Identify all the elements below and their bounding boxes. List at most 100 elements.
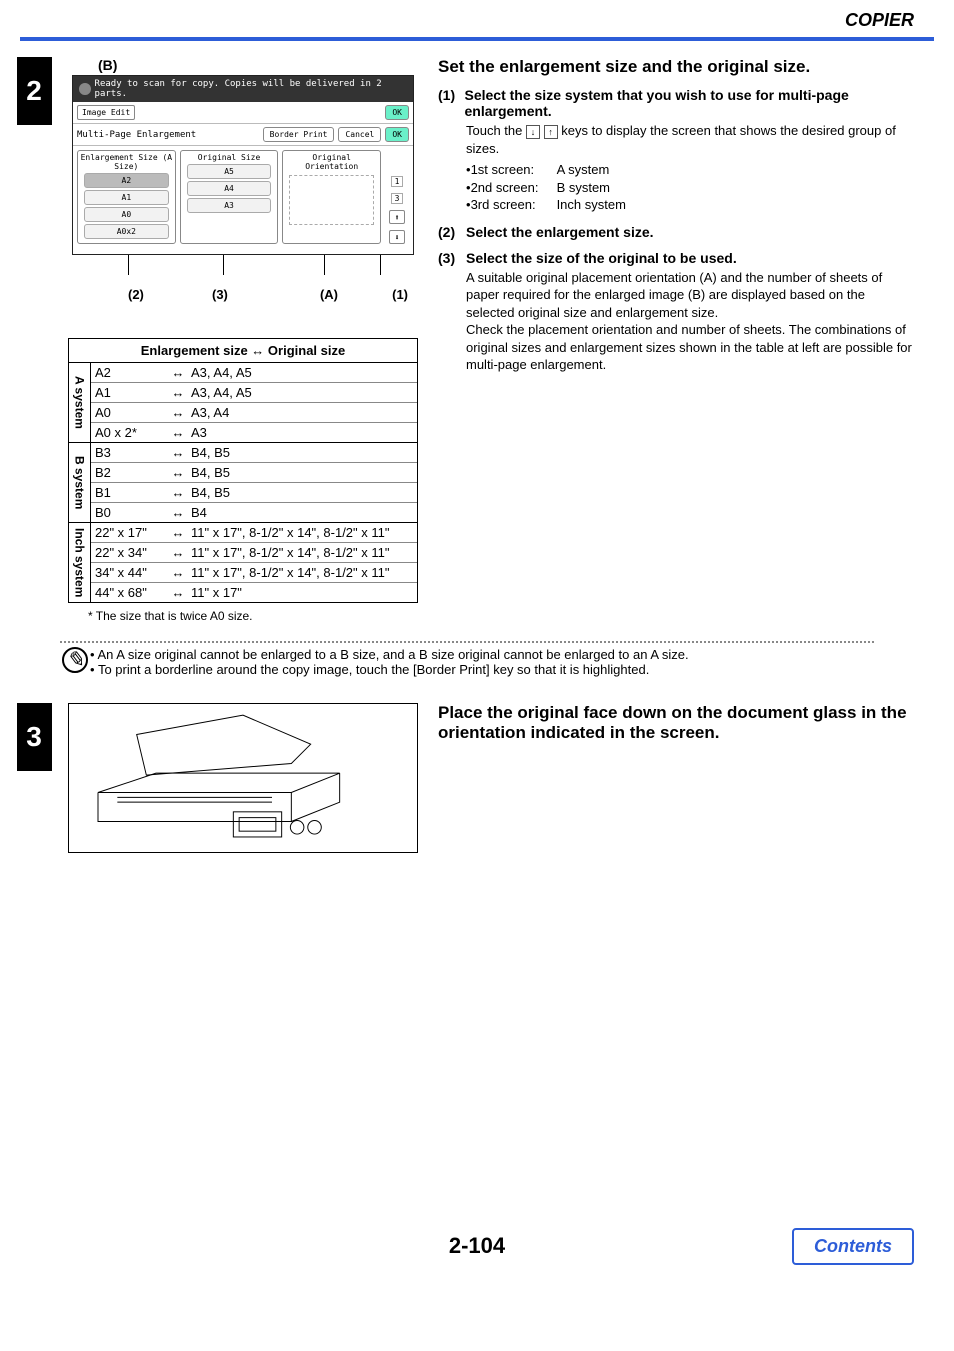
callout-1: (1) [392,287,408,302]
page-number: 2-104 [449,1233,505,1259]
bidirectional-arrow-icon: ↔ [165,585,191,600]
status-icon [79,83,91,95]
substep-1: (1) Select the size system that you wish… [438,87,914,214]
page-ind-top: 1 [391,176,403,187]
size-a0[interactable]: A0 [84,207,169,222]
size-row: 22" x 34"↔11" x 17", 8-1/2" x 14", 8-1/2… [91,542,417,562]
bidirectional-arrow-icon: ↔ [165,565,191,580]
section-title: COPIER [845,10,914,31]
size-row: 34" x 44"↔11" x 17", 8-1/2" x 14", 8-1/2… [91,562,417,582]
substep-2: (2) Select the enlargement size. [438,224,914,240]
lcd-status-text: Ready to scan for copy. Copies will be d… [95,79,407,99]
bidirectional-arrow-icon: ↔ [165,505,191,520]
ok-button-2[interactable]: OK [385,127,409,142]
orig-a3[interactable]: A3 [187,198,272,213]
size-table: Enlargement size ↔ Original size A syste… [68,338,418,603]
size-group: B systemB3↔B4, B5B2↔B4, B5B1↔B4, B5B0↔B4 [69,442,417,522]
lcd-row-2: Multi-Page Enlargement Border Print Canc… [73,124,413,146]
arrow-down[interactable]: ⬇ [389,230,405,244]
screen-list-item: 3rd screen:Inch system [466,196,914,214]
copier-illustration [68,703,418,853]
page-header: COPIER [0,0,954,37]
size-row: B1↔B4, B5 [91,482,417,502]
page-ind-bot: 3 [391,193,403,204]
step2-heading: Set the enlargement size and the origina… [438,57,914,77]
cancel-button[interactable]: Cancel [338,127,381,142]
substep-3-num: (3) [438,250,466,266]
lcd-panel: Enlargement Size (A Size) A2 A1 A0 A0x2 … [73,146,413,254]
size-a0x2[interactable]: A0x2 [84,224,169,239]
bidirectional-arrow-icon: ↔ [165,525,191,540]
screen-title: Multi-Page Enlargement [77,130,196,140]
page-footer: 2-104 Contents [0,1233,954,1279]
original-size-col: Original Size A5 A4 A3 [180,150,279,244]
bidirectional-arrow-icon: ↔ [165,545,191,560]
size-row: A0 x 2*↔A3 [91,422,417,442]
bidirectional-arrow-icon: ↔ [165,385,191,400]
step-3-number-box: 3 [0,703,68,853]
size-row: B0↔B4 [91,502,417,522]
note-item: To print a borderline around the copy im… [90,662,689,677]
lcd-row-1: Image Edit OK [73,102,413,124]
down-key-icon: ↓ [526,125,540,139]
step-number: 2 [17,57,52,125]
callout-2: (2) [128,287,144,302]
size-group-label: B system [69,443,91,522]
substep-3-body: A suitable original placement orientatio… [438,269,914,374]
size-a1[interactable]: A1 [84,190,169,205]
note-icon: ✎ [62,647,90,677]
substep-3: (3) Select the size of the original to b… [438,250,914,374]
bidirectional-arrow-icon: ↔ [165,465,191,480]
screen-list-item: 2nd screen:B system [466,179,914,197]
contents-button[interactable]: Contents [792,1228,914,1265]
orig-a4[interactable]: A4 [187,181,272,196]
dashed-separator [60,641,874,643]
size-group-label: A system [69,363,91,442]
size-row: 44" x 68"↔11" x 17" [91,582,417,602]
note-item: An A size original cannot be enlarged to… [90,647,689,662]
page-arrows: 1 3 ⬆ ⬇ [385,150,409,244]
size-table-header: Enlargement size ↔ Original size [69,339,417,363]
screen-list-item: 1st screen:A system [466,161,914,179]
substep-2-num: (2) [438,224,466,240]
step-number: 3 [17,703,52,771]
step-2-number-box: 2 [0,57,68,623]
step3-heading: Place the original face down on the docu… [438,703,914,743]
ok-button[interactable]: OK [385,105,409,120]
bidirectional-arrow-icon: ↔ [165,445,191,460]
size-group: A systemA2↔A3, A4, A5A1↔A3, A4, A5A0↔A3,… [69,363,417,442]
size-group: Inch system22" x 17"↔11" x 17", 8-1/2" x… [69,522,417,602]
header-rule [20,37,934,41]
size-row: B3↔B4, B5 [91,443,417,462]
size-row: A2↔A3, A4, A5 [91,363,417,382]
step-3: 3 [0,703,914,853]
lcd-status-bar: Ready to scan for copy. Copies will be d… [73,76,413,102]
bidirectional-arrow-icon: ↔ [165,485,191,500]
enlargement-size-col: Enlargement Size (A Size) A2 A1 A0 A0x2 [77,150,176,244]
bidirectional-arrow-icon: ↔ [165,425,191,440]
arrow-up[interactable]: ⬆ [389,210,405,224]
size-row: A0↔A3, A4 [91,402,417,422]
substep-1-title: Select the size system that you wish to … [464,87,914,119]
step-2: 2 (B) Ready to scan for copy. Copies wil… [0,57,914,623]
notes-block: ✎ An A size original cannot be enlarged … [62,647,874,677]
orig-a5[interactable]: A5 [187,164,272,179]
callout-3: (3) [212,287,228,302]
substep-2-title: Select the enlargement size. [466,224,654,240]
size-a2[interactable]: A2 [84,173,169,188]
size-row: B2↔B4, B5 [91,462,417,482]
tab-image-edit[interactable]: Image Edit [77,105,135,120]
substep-1a: Touch the [466,123,526,138]
substep-3-title: Select the size of the original to be us… [466,250,737,266]
lcd-callouts: (2) (3) (A) (1) [68,281,418,302]
border-print-button[interactable]: Border Print [263,127,335,142]
table-footnote: * The size that is twice A0 size. [68,609,418,623]
up-key-icon: ↑ [544,125,558,139]
callout-a: (A) [320,287,338,302]
size-row: A1↔A3, A4, A5 [91,382,417,402]
orientation-col: Original Orientation [282,150,381,244]
lcd-screen: Ready to scan for copy. Copies will be d… [72,75,414,255]
callout-lines [68,255,418,281]
orientation-preview [289,175,374,225]
size-group-label: Inch system [69,523,91,602]
